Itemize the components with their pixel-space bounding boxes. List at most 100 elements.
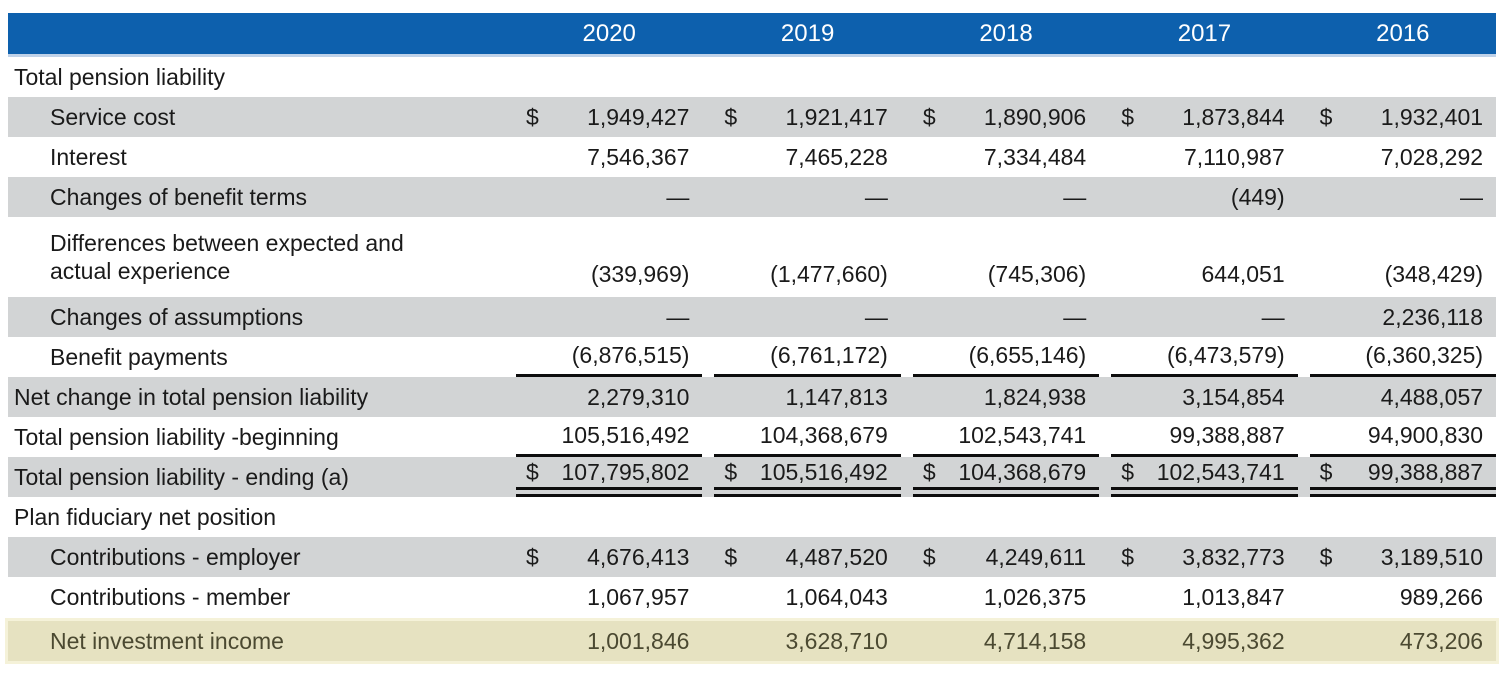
value-cell: 4,488,057 <box>1380 383 1484 410</box>
value-cell: (745,306) <box>987 261 1087 287</box>
value-cell: 2,279,310 <box>587 383 690 410</box>
table-row: Total pension liability -beginning 105,5… <box>8 417 1497 457</box>
value-cell: (6,360,325) <box>1309 337 1497 377</box>
table-row: Contributions - member 1,067,957 1,064,0… <box>8 577 1496 617</box>
dollar-sign: $ <box>922 543 936 570</box>
value-cell: — <box>864 183 888 210</box>
value-cell: 4,714,158 <box>983 627 1087 654</box>
table-row: Total pension liability - ending (a) $10… <box>8 457 1497 497</box>
table-row: Interest 7,546,367 7,465,228 7,334,484 7… <box>8 137 1496 177</box>
table-row: Differences between expected and actual … <box>8 217 1496 297</box>
value-cell: 99,388,887 <box>1111 417 1298 457</box>
value-cell <box>516 497 702 537</box>
value-cell: — <box>864 303 888 330</box>
dollar-sign: $ <box>526 543 539 570</box>
dollar-sign: $ <box>724 543 738 570</box>
value-cell: 1,147,813 <box>785 383 888 410</box>
value-cell <box>1310 57 1496 97</box>
year-label: 2016 <box>1376 19 1430 47</box>
value-cell: 2,236,118 <box>1382 303 1484 330</box>
value-cell: 7,028,292 <box>1380 143 1484 170</box>
value-cell: $105,516,492 <box>714 457 901 497</box>
dollar-sign: $ <box>1121 103 1135 130</box>
value-cell <box>913 497 1099 537</box>
value-cell: — <box>666 303 690 330</box>
row-label: Net change in total pension liability <box>14 383 369 410</box>
value-cell: (6,473,579) <box>1111 337 1298 377</box>
value-cell: 7,110,987 <box>1184 143 1285 170</box>
value-cell <box>714 497 900 537</box>
value-cell: $1,873,844 <box>1121 103 1285 130</box>
year-cell: 2017 <box>1111 13 1297 54</box>
value-cell: 1,013,847 <box>1182 583 1285 610</box>
value-cell: 3,628,710 <box>785 627 888 654</box>
year-cell: 2016 <box>1310 13 1496 54</box>
value-cell: $1,949,427 <box>526 103 690 130</box>
value-cell: (6,876,515) <box>516 337 703 377</box>
year-label: 2018 <box>979 19 1033 47</box>
dollar-sign: $ <box>1319 103 1333 130</box>
value-cell: $107,795,802 <box>516 457 703 497</box>
value-cell: (339,969) <box>590 261 690 287</box>
value-cell: 1,824,938 <box>983 383 1087 410</box>
year-cell: 2018 <box>913 13 1099 54</box>
table-row: Changes of assumptions — — — — 2,236,118 <box>8 297 1496 337</box>
dollar-sign: $ <box>1121 458 1135 485</box>
value-cell: 7,334,484 <box>983 143 1087 170</box>
dollar-sign: $ <box>1121 543 1135 570</box>
value-cell: (1,477,660) <box>770 261 888 287</box>
year-header-row: 2020 2019 2018 2017 2016 <box>8 13 1496 57</box>
value-cell: — <box>1460 183 1484 210</box>
value-cell: (6,761,172) <box>714 337 901 377</box>
row-label: Contributions - member <box>50 583 291 610</box>
value-cell: $4,487,520 <box>724 543 888 570</box>
row-label: Changes of benefit terms <box>50 183 307 210</box>
value-cell: $1,890,906 <box>922 103 1087 130</box>
year-label: 2020 <box>582 19 636 47</box>
value-cell <box>1111 57 1297 97</box>
row-label: Net investment income <box>50 627 284 654</box>
dollar-sign: $ <box>724 103 738 130</box>
value-cell: 4,995,362 <box>1182 627 1285 654</box>
value-cell: $3,189,510 <box>1319 543 1484 570</box>
value-cell: 989,266 <box>1399 583 1484 610</box>
value-cell: — <box>1261 303 1285 330</box>
value-cell: 7,546,367 <box>587 143 690 170</box>
row-label: Plan fiduciary net position <box>14 503 277 530</box>
row-label: Interest <box>50 143 127 170</box>
table-row-section: Total pension liability <box>8 57 1496 97</box>
dollar-sign: $ <box>724 458 738 485</box>
table-row: Contributions - employer $4,676,413 $4,4… <box>8 537 1496 577</box>
value-cell: $99,388,887 <box>1309 457 1497 497</box>
dollar-sign: $ <box>1319 543 1333 570</box>
value-cell: $1,921,417 <box>724 103 888 130</box>
value-cell: 105,516,492 <box>516 417 703 457</box>
dollar-sign: $ <box>922 103 936 130</box>
value-cell: $3,832,773 <box>1121 543 1285 570</box>
value-cell: — <box>1063 183 1087 210</box>
value-cell: $102,543,741 <box>1111 457 1298 497</box>
row-label: Total pension liability <box>14 63 225 90</box>
table-row: Changes of benefit terms — — — (449) — <box>8 177 1496 217</box>
value-cell: 1,001,846 <box>587 627 690 654</box>
row-label: Service cost <box>50 103 176 130</box>
value-cell: $4,676,413 <box>526 543 690 570</box>
value-cell <box>913 57 1099 97</box>
row-label: Contributions - employer <box>50 543 301 570</box>
row-label: Benefit payments <box>50 343 228 370</box>
year-cell: 2019 <box>714 13 900 54</box>
table-row-highlighted: Net investment income 1,001,846 3,628,71… <box>8 621 1496 661</box>
value-cell: (449) <box>1230 183 1285 210</box>
value-cell: — <box>666 183 690 210</box>
value-cell: 94,900,830 <box>1309 417 1497 457</box>
value-cell: 7,465,228 <box>785 143 888 170</box>
table-row: Service cost $1,949,427 $1,921,417 $1,89… <box>8 97 1496 137</box>
row-label: Total pension liability -beginning <box>14 423 339 450</box>
value-cell: $1,932,401 <box>1319 103 1484 130</box>
value-cell: $104,368,679 <box>912 457 1100 497</box>
year-label: 2017 <box>1177 19 1232 47</box>
row-label: Changes of assumptions <box>50 303 304 330</box>
value-cell: 3,154,854 <box>1182 383 1285 410</box>
dollar-sign: $ <box>526 458 539 485</box>
